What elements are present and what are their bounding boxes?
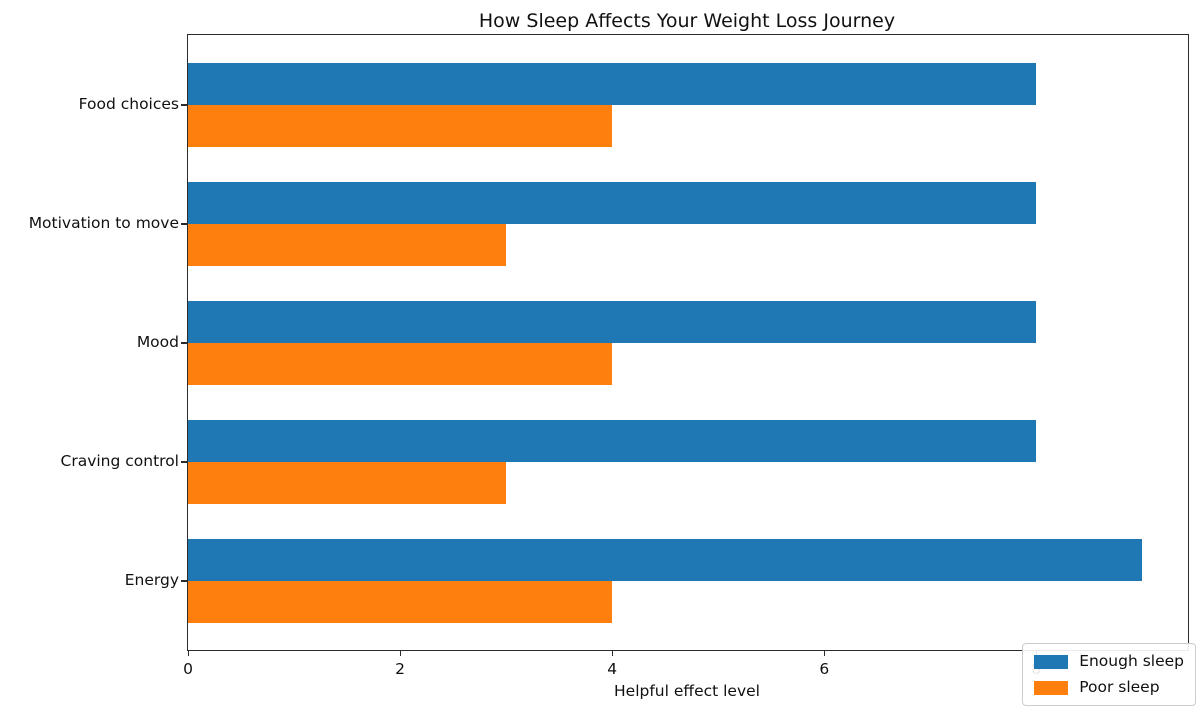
legend: Enough sleep Poor sleep	[1022, 643, 1196, 706]
legend-swatch-enough-sleep	[1034, 654, 1069, 669]
bar-poor-sleep-mood	[188, 343, 613, 385]
bar-poor-sleep-motivation-to-move	[188, 224, 507, 266]
bar-enough-sleep-craving-control	[188, 420, 1037, 462]
bar-enough-sleep-mood	[188, 301, 1037, 343]
chart-title: How Sleep Affects Your Weight Loss Journ…	[478, 10, 896, 32]
legend-label-enough-sleep: Enough sleep	[1079, 652, 1184, 670]
x-tick-6	[824, 650, 826, 656]
y-tick-food-choices	[181, 104, 188, 106]
x-axis-label: Helpful effect level	[614, 682, 760, 700]
plot-area: 02468	[181, 34, 1189, 678]
y-tick-motivation-to-move	[181, 223, 188, 225]
legend-item-enough-sleep: Enough sleep	[1034, 652, 1184, 671]
y-tick-label-motivation-to-move: Motivation to move	[28, 214, 179, 232]
x-tick-label-2: 2	[395, 660, 406, 678]
y-tick-label-food-choices: Food choices	[78, 95, 179, 113]
x-tick-label-0: 0	[183, 660, 193, 678]
y-tick-energy	[181, 580, 188, 582]
y-tick-mood	[181, 342, 188, 344]
x-tick-4	[612, 650, 614, 656]
y-tick-label-energy: Energy	[124, 571, 179, 589]
bar-poor-sleep-food-choices	[188, 105, 613, 147]
bar-poor-sleep-craving-control	[188, 462, 507, 504]
bar-enough-sleep-energy	[188, 539, 1143, 581]
x-tick-label-4: 4	[607, 660, 618, 678]
x-tick-0	[188, 650, 189, 656]
bar-poor-sleep-energy	[188, 581, 613, 623]
y-tick-label-craving-control: Craving control	[60, 452, 180, 470]
y-tick-craving-control	[181, 461, 188, 463]
legend-swatch-poor-sleep	[1034, 680, 1069, 695]
legend-label-poor-sleep: Poor sleep	[1079, 678, 1160, 696]
x-tick-label-6: 6	[819, 660, 830, 678]
legend-item-poor-sleep: Poor sleep	[1034, 678, 1184, 697]
y-tick-label-mood: Mood	[136, 333, 179, 351]
bar-enough-sleep-food-choices	[188, 63, 1037, 105]
bar-enough-sleep-motivation-to-move	[188, 182, 1037, 224]
x-tick-2	[400, 650, 402, 656]
